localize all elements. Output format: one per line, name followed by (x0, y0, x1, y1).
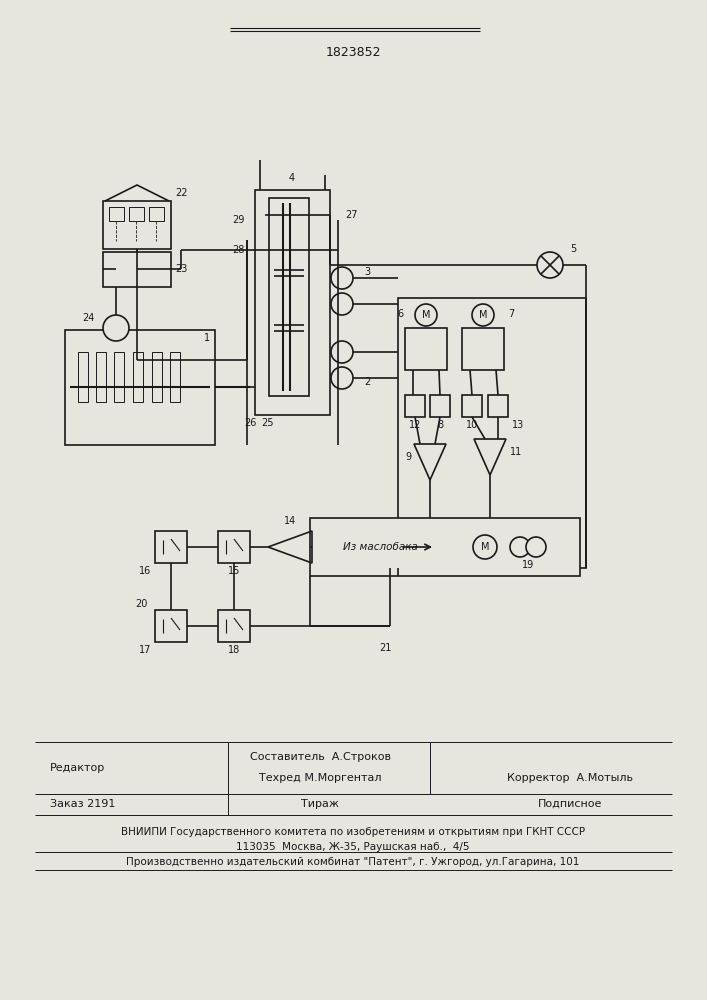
Text: 12: 12 (409, 420, 421, 430)
Circle shape (331, 267, 353, 289)
Text: 113035  Москва, Ж-35, Раушская наб.,  4/5: 113035 Москва, Ж-35, Раушская наб., 4/5 (236, 842, 469, 852)
Text: 18: 18 (228, 645, 240, 655)
Text: Из маслобака: Из маслобака (343, 542, 417, 552)
Text: 22: 22 (175, 188, 187, 198)
Text: 15: 15 (228, 566, 240, 576)
Text: 20: 20 (136, 599, 148, 609)
Bar (269, 198, 309, 396)
Circle shape (103, 315, 129, 341)
Bar (149, 207, 164, 221)
Text: Тираж: Тираж (301, 799, 339, 809)
Bar (96, 352, 106, 402)
Text: Подписное: Подписное (538, 799, 602, 809)
Circle shape (473, 535, 497, 559)
Text: 21: 21 (379, 643, 391, 653)
Text: 11: 11 (510, 447, 522, 457)
Circle shape (415, 304, 437, 326)
Bar (78, 352, 88, 402)
Bar (398, 298, 586, 568)
Text: M: M (481, 542, 489, 552)
Text: M: M (479, 310, 487, 320)
Text: 9: 9 (405, 452, 411, 462)
Text: ВНИИПИ Государственного комитета по изобретениям и открытиям при ГКНТ СССР: ВНИИПИ Государственного комитета по изоб… (121, 827, 585, 837)
Circle shape (331, 367, 353, 389)
Text: 3: 3 (364, 267, 370, 277)
Bar (133, 352, 143, 402)
Bar (218, 610, 250, 642)
Circle shape (331, 293, 353, 315)
Text: 1823852: 1823852 (325, 45, 381, 58)
Text: 14: 14 (284, 516, 296, 526)
Bar (65, 330, 215, 445)
Bar (218, 531, 250, 563)
Text: 28: 28 (233, 245, 245, 255)
Text: 29: 29 (233, 215, 245, 225)
Text: 5: 5 (570, 244, 576, 254)
Text: 26: 26 (244, 418, 256, 428)
Text: 7: 7 (508, 309, 514, 319)
Text: 6: 6 (397, 309, 403, 319)
Bar (405, 328, 447, 370)
Text: Заказ 2191: Заказ 2191 (50, 799, 115, 809)
Bar (170, 352, 180, 402)
Bar (430, 395, 450, 417)
Text: 17: 17 (139, 645, 151, 655)
Bar (462, 328, 504, 370)
Text: 27: 27 (345, 210, 358, 220)
Text: Производственно издательский комбинат "Патент", г. Ужгород, ул.Гагарина, 101: Производственно издательский комбинат "П… (127, 857, 580, 867)
Bar (255, 190, 330, 415)
Circle shape (526, 537, 546, 557)
Text: 4: 4 (289, 173, 295, 183)
Bar (152, 352, 162, 402)
Text: 16: 16 (139, 566, 151, 576)
Bar (155, 610, 187, 642)
Text: 19: 19 (522, 560, 534, 570)
Text: 24: 24 (83, 313, 95, 323)
Text: 23: 23 (175, 264, 187, 274)
Text: 1: 1 (204, 333, 210, 343)
Text: M: M (422, 310, 431, 320)
Bar (488, 395, 508, 417)
Circle shape (510, 537, 530, 557)
Bar (103, 201, 171, 249)
Text: Корректор  А.Мотыль: Корректор А.Мотыль (507, 773, 633, 783)
Text: Редактор: Редактор (50, 763, 105, 773)
Text: 25: 25 (261, 418, 273, 428)
Text: 10: 10 (466, 420, 478, 430)
Circle shape (331, 341, 353, 363)
Bar (114, 352, 124, 402)
Circle shape (472, 304, 494, 326)
Bar (405, 395, 425, 417)
Text: 2: 2 (364, 377, 370, 387)
Bar (155, 531, 187, 563)
Bar (103, 252, 171, 287)
Bar (310, 518, 580, 576)
Text: 13: 13 (512, 420, 525, 430)
Text: Техред М.Моргентал: Техред М.Моргентал (259, 773, 381, 783)
Bar (109, 207, 124, 221)
Bar (129, 207, 144, 221)
Bar (462, 395, 482, 417)
Text: Составитель  А.Строков: Составитель А.Строков (250, 752, 390, 762)
Text: 8: 8 (437, 420, 443, 430)
